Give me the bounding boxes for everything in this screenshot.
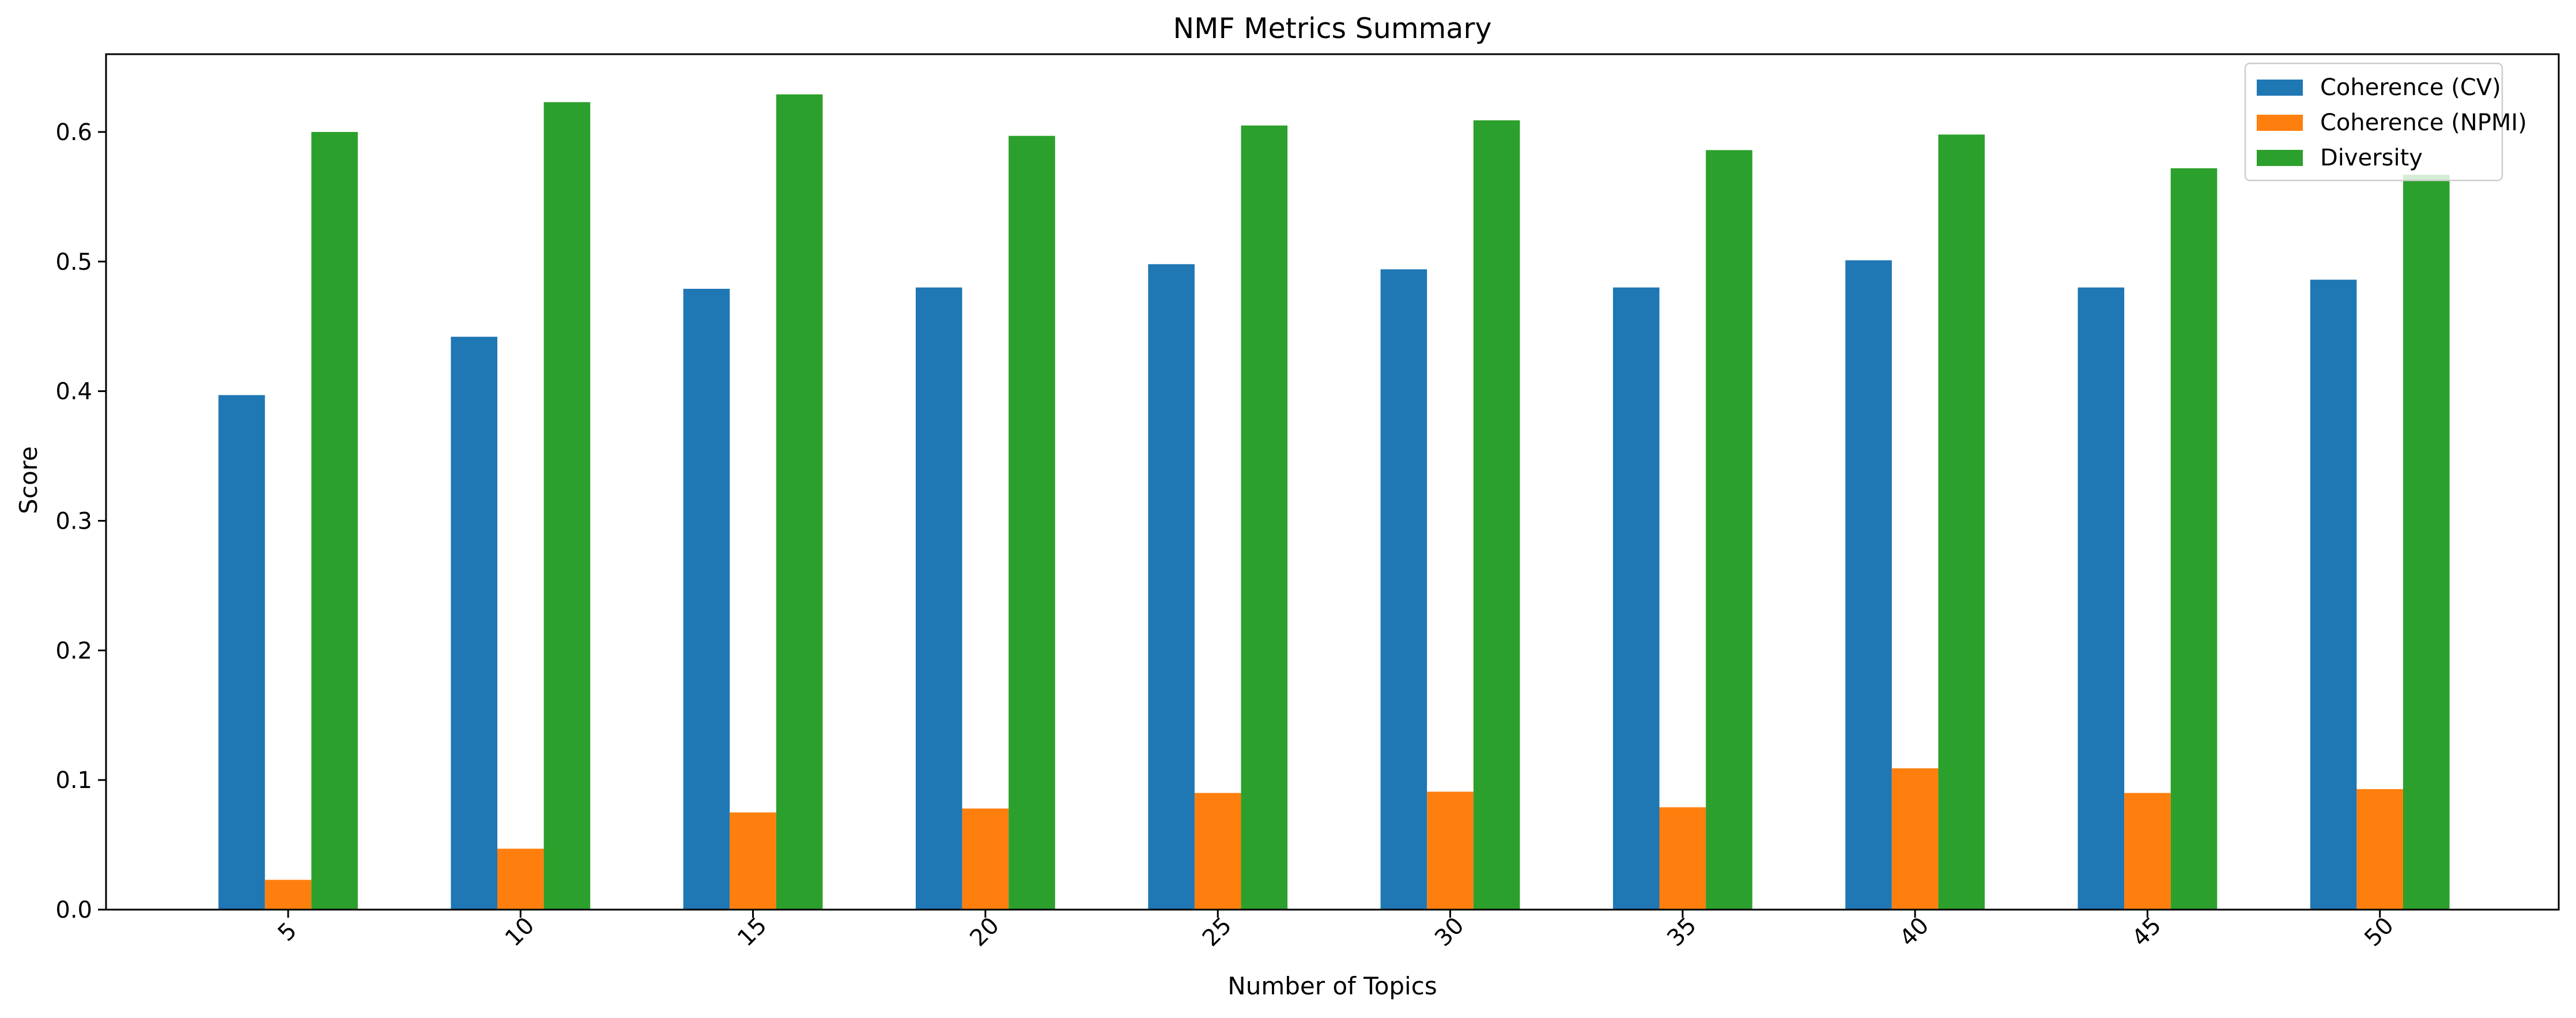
bar-diversity-20 [1009, 135, 1055, 910]
y-tick-label: 0.0 [55, 897, 92, 923]
bar-coherence-cv-40 [1845, 260, 1892, 910]
bar-diversity-30 [1473, 120, 1520, 910]
legend-label: Coherence (NPMI) [2320, 110, 2527, 136]
chart-title: NMF Metrics Summary [1173, 12, 1492, 45]
bar-coherence-npmi-45 [2124, 793, 2171, 910]
bar-coherence-cv-10 [451, 337, 497, 910]
plot-frame [105, 53, 2560, 911]
bar-coherence-cv-30 [1380, 269, 1427, 910]
y-tick-label: 0.1 [55, 767, 92, 794]
bar-coherence-cv-45 [2078, 287, 2125, 910]
bar-coherence-cv-50 [2310, 280, 2357, 910]
y-tick-label: 0.2 [55, 638, 92, 664]
y-tick-label: 0.3 [55, 508, 92, 534]
y-axis: 0.0 0.1 0.2 0.3 0.4 0.5 0.6 [55, 119, 106, 923]
bar-diversity-35 [1706, 150, 1752, 910]
bar-coherence-npmi-10 [497, 849, 544, 910]
y-tick-label: 0.6 [55, 119, 92, 146]
bar-diversity-40 [1938, 134, 1985, 910]
bar-coherence-npmi-40 [1891, 768, 1939, 910]
bar-coherence-npmi-35 [1659, 807, 1706, 910]
bar-diversity-45 [2170, 168, 2218, 910]
legend-swatch [2257, 115, 2303, 131]
legend-label: Coherence (CV) [2320, 74, 2501, 101]
y-tick-label: 0.4 [55, 379, 92, 405]
bar-coherence-npmi-15 [730, 812, 776, 910]
legend-box [2244, 62, 2503, 182]
bar-coherence-cv-35 [1612, 287, 1660, 910]
bar-diversity-15 [776, 94, 823, 910]
legend-swatch [2257, 80, 2303, 96]
y-tick-label: 0.5 [55, 249, 92, 276]
legend: Coherence (CV) Coherence (NPMI) Diversity [2244, 62, 2527, 182]
bar-coherence-npmi-25 [1194, 793, 1241, 910]
bar-coherence-npmi-30 [1427, 791, 1474, 910]
bar-coherence-npmi-50 [2356, 789, 2403, 910]
bars-layer [218, 94, 2450, 910]
legend-swatch [2257, 150, 2303, 166]
bar-coherence-cv-20 [916, 287, 962, 910]
x-axis-label: Number of Topics [1227, 972, 1437, 1000]
legend-label: Diversity [2320, 145, 2423, 171]
bar-diversity-25 [1241, 125, 1288, 910]
bar-diversity-50 [2403, 175, 2450, 910]
bar-diversity-5 [311, 131, 358, 910]
bar-coherence-cv-5 [218, 395, 265, 910]
bar-diversity-10 [543, 102, 591, 910]
bar-coherence-cv-15 [683, 289, 730, 910]
y-axis-label: Score [14, 446, 43, 514]
bar-coherence-npmi-20 [962, 808, 1009, 910]
bar-coherence-npmi-5 [265, 880, 312, 910]
bar-coherence-cv-25 [1148, 264, 1195, 910]
